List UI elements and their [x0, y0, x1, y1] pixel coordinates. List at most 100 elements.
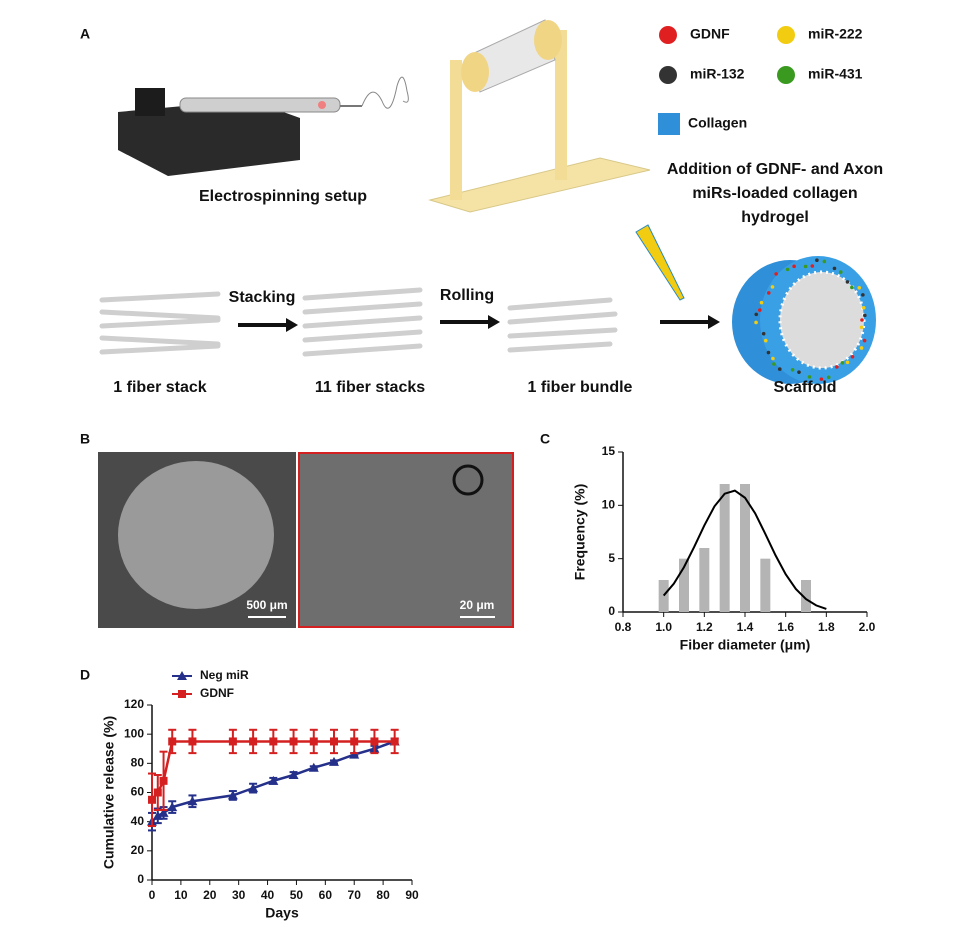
marker: [288, 770, 299, 779]
x-axis-title: Days: [265, 905, 299, 921]
marker: [152, 810, 163, 820]
legend-label: GDNF: [200, 686, 234, 700]
fiber-stacks: [99, 287, 618, 357]
scaffold-particle: [792, 264, 796, 269]
marker: [167, 802, 178, 812]
sem-bundle: [118, 461, 274, 609]
scaffold-particle: [774, 272, 778, 276]
scaffold-particle: [766, 291, 771, 295]
scaffold-particle: [838, 270, 843, 274]
y-tick-label: 0: [608, 604, 615, 618]
legend-label: miR-222: [808, 26, 863, 42]
marker: [390, 737, 399, 746]
legend-label: miR-431: [808, 66, 863, 82]
scaffold-particle: [860, 318, 864, 322]
scaffold-particle: [815, 258, 819, 263]
scaffold-particle: [857, 286, 862, 290]
legend-swatch: [658, 113, 680, 135]
bar: [719, 484, 730, 612]
y-tick-label: 20: [131, 843, 145, 857]
legend-label: Collagen: [688, 115, 747, 131]
scaffold-particle: [772, 362, 776, 366]
scaffold-particle: [810, 264, 815, 268]
panel-label: B: [80, 431, 90, 447]
x-tick-label: 80: [376, 888, 390, 902]
x-axis-title: Fiber diameter (μm): [680, 637, 811, 653]
bar: [760, 558, 771, 612]
scaffold-particle: [758, 308, 762, 312]
x-tick-label: 1.4: [737, 620, 754, 634]
x-tick-label: 0.8: [615, 620, 632, 634]
marker: [227, 790, 238, 800]
stage-label: Scaffold: [773, 379, 836, 396]
marker: [350, 737, 359, 746]
bar: [699, 548, 710, 612]
marker: [153, 788, 162, 797]
x-tick-label: 50: [290, 888, 304, 902]
scaffold-particle: [754, 312, 759, 317]
scaffold-particle: [771, 356, 775, 361]
legend-label: miR-132: [690, 66, 745, 82]
x-tick-label: 60: [319, 888, 333, 902]
marker: [308, 762, 319, 772]
panel-label: D: [80, 667, 90, 683]
stage-label: 1 fiber bundle: [528, 379, 633, 396]
y-tick-label: 100: [124, 726, 144, 740]
marker: [309, 737, 318, 746]
legend-swatch: [659, 26, 677, 44]
hydrogel-label: hydrogel: [741, 209, 809, 226]
scale-label: 20 μm: [460, 598, 495, 612]
marker: [248, 783, 259, 793]
scaffold-particle: [790, 367, 795, 372]
marker: [269, 737, 278, 746]
x-tick-label: 20: [203, 888, 217, 902]
marker: [148, 795, 156, 804]
electrospinning-illustration: [118, 19, 651, 213]
scaffold-particle: [803, 264, 808, 269]
scaffold-particle: [754, 320, 758, 325]
bar: [679, 558, 689, 612]
scaffold-particle: [761, 331, 766, 336]
y-tick-label: 80: [131, 756, 145, 770]
scaffold-particle: [819, 377, 824, 381]
y-axis-title: Cumulative release (%): [101, 716, 117, 869]
sem-image-high: [298, 452, 514, 628]
scaffold-particle: [770, 285, 775, 289]
fit-curve: [662, 489, 827, 610]
step-label: Stacking: [229, 289, 296, 306]
scaffold-particle: [835, 365, 839, 369]
scaffold-particle: [861, 293, 865, 297]
marker: [187, 796, 198, 806]
legend-label: Neg miR: [200, 668, 249, 682]
scaffold-particle: [859, 346, 864, 350]
marker: [289, 737, 298, 746]
x-tick-label: 10: [174, 888, 188, 902]
scaffold-particle: [845, 280, 850, 284]
scaffold-illustration: [635, 224, 876, 384]
scaffold-particle: [845, 360, 850, 365]
scaffold-particle: [850, 354, 855, 359]
scaffold-particle: [777, 367, 782, 371]
x-tick-label: 30: [232, 888, 246, 902]
scaffold-particle: [785, 267, 790, 272]
x-tick-label: 70: [348, 888, 362, 902]
marker: [228, 737, 237, 746]
legend-label: GDNF: [690, 26, 730, 42]
scaffold-particle: [850, 285, 854, 290]
marker: [370, 737, 379, 746]
y-tick-label: 120: [124, 697, 144, 711]
x-tick-label: 40: [261, 888, 275, 902]
scaffold-particle: [826, 375, 831, 380]
scaffold-particle: [822, 259, 827, 264]
x-tick-label: 1.2: [696, 620, 713, 634]
setup-label: Electrospinning setup: [199, 188, 367, 205]
stage-label: 11 fiber stacks: [315, 379, 425, 396]
bar: [801, 580, 811, 612]
scaffold-particle: [797, 370, 801, 374]
y-tick-label: 60: [131, 785, 145, 799]
legend-swatch: [777, 26, 795, 44]
y-axis-title: Frequency (%): [572, 484, 588, 580]
marker: [268, 775, 279, 785]
